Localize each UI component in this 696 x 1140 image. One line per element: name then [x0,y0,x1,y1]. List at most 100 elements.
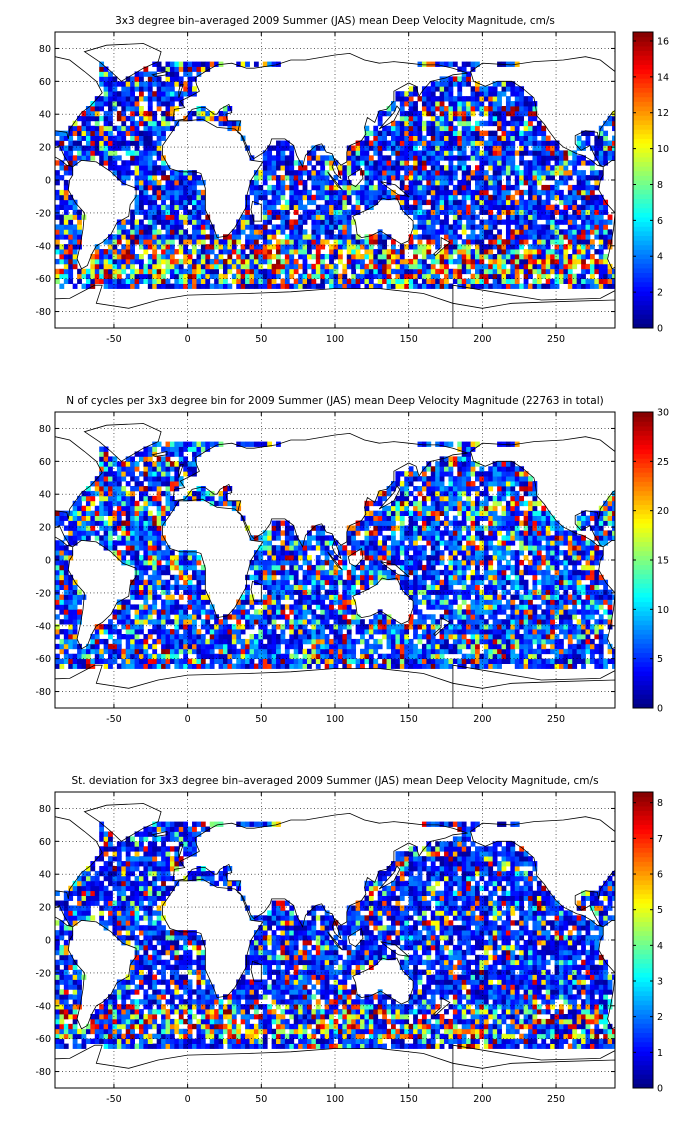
bin-cell [169,634,175,640]
bin-cell [112,249,118,255]
bin-cell [598,214,604,220]
bin-cell [284,140,290,146]
bin-cell [492,629,498,635]
bin-cell [382,244,387,250]
bin-cell [355,184,361,191]
bin-cell [470,624,476,630]
bin-cell [183,244,189,250]
bin-cell [439,101,445,107]
bin-cell [355,638,361,645]
bin-cell [223,258,228,265]
bin-cell [545,599,551,605]
bin-cell [545,204,551,210]
bin-cell [284,160,290,166]
bin-cell [576,140,582,146]
bin-cell [311,214,317,220]
bin-cell [77,663,82,669]
bin-cell [457,184,463,191]
bin-cell [532,160,538,166]
bin-cell [541,130,547,136]
bin-cell [320,283,326,289]
bin-cell [399,629,405,635]
bin-cell [492,273,498,280]
bin-cell [90,130,96,136]
bin-cell [63,184,69,191]
bin-cell [103,160,109,166]
bin-cell [342,278,348,284]
bin-cell [103,283,109,289]
bin-cell [245,258,250,265]
bin-cell [130,81,135,87]
bin-cell [165,106,171,112]
bin-cell [483,91,489,97]
bin-cell [545,629,551,635]
bin-cell [130,643,135,650]
bin-cell [497,214,502,220]
bin-cell [271,283,277,289]
bin-cell [581,609,586,615]
bin-cell [501,239,507,245]
bin-cell [99,249,105,255]
bin-cell [413,180,418,186]
bin-cell [421,619,427,625]
bin-cell [594,229,600,235]
bin-cell [492,135,498,141]
bin-cell [169,229,175,235]
bin-cell [183,258,189,265]
bin-cell [165,234,171,240]
bin-cell [205,219,211,225]
bin-cell [231,629,237,635]
bin-cell [315,234,321,240]
bin-cell [284,249,290,255]
bin-cell [594,619,600,625]
bin-cell [125,91,131,97]
bin-cell [271,199,277,206]
bin-cell [360,244,365,250]
bin-cell [147,634,153,640]
bin-cell [435,599,441,605]
bin-cell [302,258,308,265]
bin-cell [218,629,224,635]
bin-cell [169,273,175,280]
bin-cell [116,110,122,117]
bin-cell [139,150,144,156]
bin-cell [413,175,418,181]
bin-cell [55,175,60,181]
bin-cell [589,263,595,270]
bin-cell [559,160,564,166]
bin-cell [139,180,144,186]
bin-cell [386,145,392,151]
bin-cell [452,170,458,176]
bin-cell [413,106,418,112]
bin-cell [426,249,432,255]
bin-cell [99,658,105,664]
bin-cell [134,278,140,284]
bin-cell [607,239,613,245]
bin-cell [475,619,480,625]
bin-cell [364,150,370,156]
bin-cell [121,91,127,97]
bin-cell [134,101,140,107]
bin-cell [258,234,264,240]
bin-cell [121,101,127,107]
bin-cell [505,624,511,630]
bin-cell [514,189,520,196]
bin-cell [147,273,153,280]
bin-cell [214,638,219,645]
bin-cell [435,120,441,127]
bin-cell [218,634,224,640]
bin-cell [205,653,211,660]
bin-cell [470,66,476,72]
bin-cell [519,199,525,206]
bin-cell [240,229,246,235]
bin-cell [125,125,131,132]
bin-cell [452,648,458,655]
bin-cell [271,619,277,625]
bin-cell [72,643,78,650]
bin-cell [85,150,91,156]
bin-cell [355,244,361,250]
bin-cell [444,125,449,132]
bin-cell [550,184,555,191]
bin-cell [156,101,162,107]
bin-cell [200,189,206,196]
